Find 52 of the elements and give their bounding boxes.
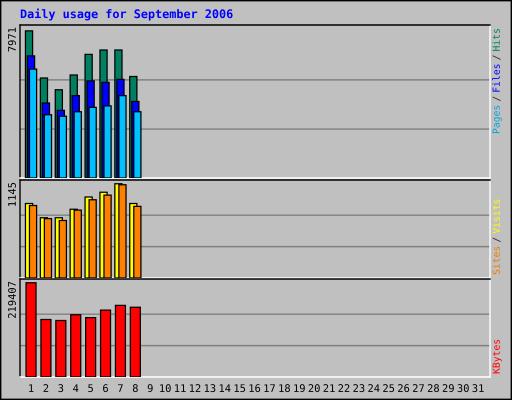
text: / xyxy=(492,238,501,242)
x-tick-label: 15 xyxy=(234,384,246,392)
x-tick-label: 22 xyxy=(338,384,350,392)
x-tick-label: 4 xyxy=(73,384,78,392)
x-tick-label: 19 xyxy=(294,384,305,392)
text: 7971 xyxy=(8,28,16,52)
bar xyxy=(25,282,37,377)
bar xyxy=(55,320,66,377)
x-tick-label: 24 xyxy=(368,384,380,392)
x-tick-label: 17 xyxy=(264,384,275,392)
x-tick-label: 1 xyxy=(29,384,34,392)
bar xyxy=(100,309,112,377)
x-tick-label: 10 xyxy=(160,384,171,392)
x-tick-label: 6 xyxy=(103,384,108,392)
x-tick-label: 3 xyxy=(58,384,64,392)
x-tick-label: 11 xyxy=(175,384,186,392)
x-tick-label: 31 xyxy=(472,384,484,392)
x-tick-label: 5 xyxy=(88,384,93,392)
text: Visits xyxy=(492,200,500,234)
text: Sites xyxy=(492,246,500,274)
text: Files xyxy=(492,64,500,92)
x-tick-label: 2 xyxy=(44,384,48,392)
x-tick-label: 12 xyxy=(190,384,200,392)
x-tick-label: 30 xyxy=(458,384,469,392)
x-tick-label: 26 xyxy=(398,384,410,392)
x-tick-label: 29 xyxy=(442,384,454,392)
bar xyxy=(85,317,96,377)
x-tick-label: 23 xyxy=(353,384,364,392)
x-tick-label: 14 xyxy=(220,384,231,392)
text: / xyxy=(492,96,501,102)
text: 219407 xyxy=(8,282,16,318)
x-tick-label: 9 xyxy=(148,384,153,392)
x-tick-label: 7 xyxy=(118,384,123,392)
text: KBytes xyxy=(492,340,502,374)
x-tick-label: 13 xyxy=(204,384,216,392)
x-tick-label: 25 xyxy=(383,384,394,392)
x-tick-label: 28 xyxy=(428,384,439,392)
x-tick-label: 21 xyxy=(324,384,335,392)
x-tick-label: 20 xyxy=(308,384,320,392)
text: Hits xyxy=(492,29,500,51)
bar xyxy=(70,314,82,377)
text: Pages xyxy=(492,106,502,134)
bar xyxy=(114,304,126,377)
x-tick-label: 16 xyxy=(250,384,260,392)
x-tick-label: 18 xyxy=(279,384,290,392)
x-tick-label: 27 xyxy=(412,384,424,392)
chart-title: Daily usage for September 2006 xyxy=(20,8,233,21)
x-tick-label: 8 xyxy=(132,384,138,392)
text: / xyxy=(492,55,501,60)
bar xyxy=(40,318,52,377)
bar xyxy=(130,306,141,377)
text: 1145 xyxy=(8,182,16,206)
